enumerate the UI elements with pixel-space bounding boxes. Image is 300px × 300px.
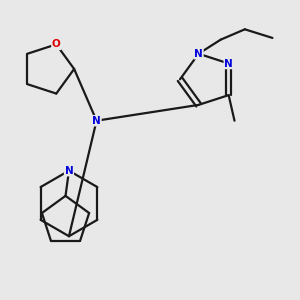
Text: O: O [52, 39, 61, 50]
Text: N: N [194, 49, 203, 59]
Text: N: N [64, 166, 73, 176]
Text: N: N [224, 58, 233, 68]
Text: N: N [92, 116, 101, 126]
